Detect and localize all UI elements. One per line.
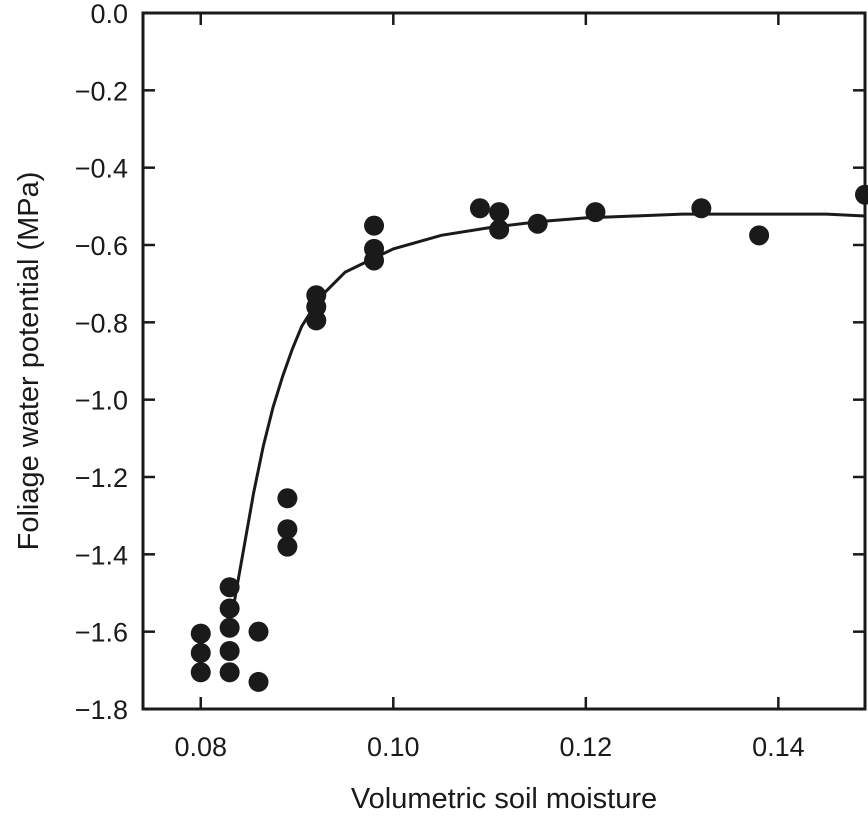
- data-point: [691, 198, 712, 219]
- y-tick-label: −1.0: [75, 386, 128, 416]
- data-point: [190, 662, 211, 683]
- data-point: [190, 642, 211, 663]
- data-point: [527, 213, 548, 234]
- x-tick-label: 0.08: [174, 732, 227, 762]
- fitted-curve: [233, 212, 866, 601]
- data-point: [219, 662, 240, 683]
- x-tick-label: 0.10: [367, 732, 420, 762]
- x-tick-label: 0.14: [752, 732, 805, 762]
- data-point: [749, 225, 770, 246]
- data-point: [306, 310, 327, 331]
- data-point: [585, 202, 606, 223]
- y-tick-label: 0.0: [90, 0, 128, 29]
- data-point: [219, 641, 240, 661]
- data-point: [190, 623, 211, 644]
- data-points: [190, 184, 868, 692]
- data-point: [469, 198, 490, 219]
- data-point: [248, 621, 269, 642]
- x-axis-ticks: 0.08 0.10 0.12 0.14: [174, 13, 805, 762]
- data-point: [219, 577, 240, 598]
- y-tick-label: −1.8: [75, 695, 128, 725]
- data-point: [219, 598, 240, 619]
- data-point: [364, 250, 385, 271]
- data-point: [277, 488, 298, 509]
- y-tick-label: −1.4: [75, 540, 128, 570]
- y-tick-label: −1.6: [75, 618, 128, 648]
- data-point: [855, 184, 868, 205]
- y-tick-label: −0.2: [75, 76, 128, 106]
- y-axis-label: Foliage water potential (MPa): [13, 172, 45, 551]
- data-point: [364, 215, 385, 236]
- y-axis-ticks: 0.0 −0.2 −0.4 −0.6 −0.8 −1.0 −1.2 −1.4 −1.6 −1.8: [75, 0, 865, 725]
- y-tick-label: −0.4: [75, 154, 128, 184]
- data-point: [219, 617, 240, 638]
- data-point: [277, 536, 298, 557]
- data-point: [277, 519, 298, 540]
- x-tick-label: 0.12: [560, 732, 613, 762]
- y-tick-label: −1.2: [75, 463, 128, 493]
- y-tick-label: −0.6: [75, 231, 128, 261]
- data-point: [248, 671, 269, 692]
- data-point: [489, 202, 510, 223]
- x-axis-label: Volumetric soil moisture: [351, 783, 657, 815]
- data-point: [489, 219, 510, 240]
- plot-frame: [141, 11, 867, 711]
- y-tick-label: −0.8: [75, 308, 128, 338]
